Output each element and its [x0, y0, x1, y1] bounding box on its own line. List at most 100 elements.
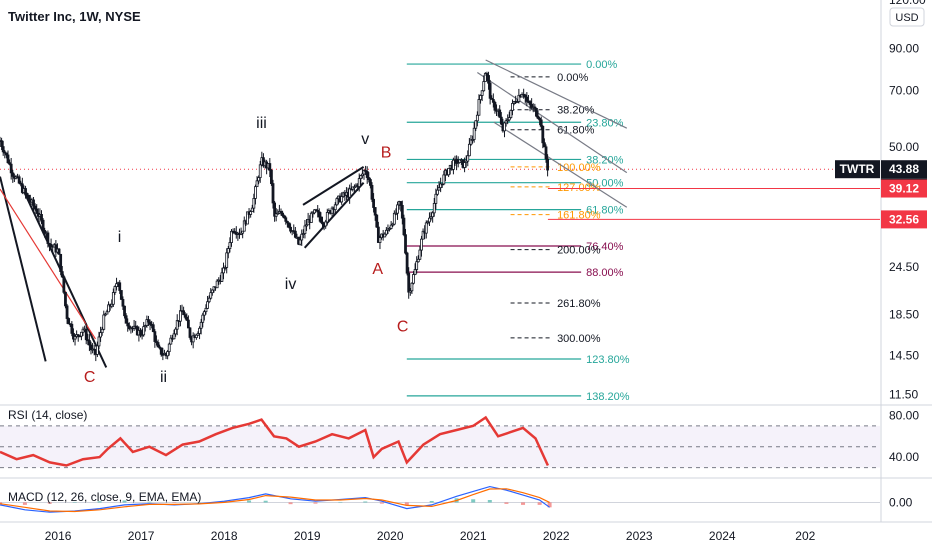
candle-body [336, 199, 338, 205]
time-axis-tick: 2022 [543, 529, 570, 543]
candle-body [208, 298, 210, 302]
candle-body [435, 194, 437, 203]
candle-body [494, 102, 496, 110]
candle-body [200, 322, 202, 328]
candle-body [379, 238, 381, 243]
candle-body [36, 209, 38, 213]
fib-extension-label: 0.00% [557, 72, 588, 84]
price-axis-tick: 24.50 [889, 260, 919, 274]
candle-body [64, 292, 66, 306]
candle-body [390, 225, 392, 228]
candle-body [416, 262, 418, 270]
candle-body [230, 231, 232, 242]
candle-body [384, 234, 386, 237]
candle-body [152, 325, 154, 332]
candle-body [210, 293, 212, 299]
candle-body [428, 218, 430, 222]
candle-body [199, 328, 201, 333]
candle-body [547, 159, 549, 170]
candle-body [511, 103, 513, 110]
currency-button[interactable]: USD [890, 8, 924, 26]
candle-body [299, 240, 301, 244]
time-axis-tick: 2018 [211, 529, 238, 543]
macd-histogram-bar [488, 500, 492, 502]
candle-body [100, 333, 102, 337]
candle-body [467, 156, 469, 161]
candle-body [406, 253, 408, 273]
price-axis-tick: 90.00 [889, 41, 919, 55]
candle-body [253, 198, 255, 208]
candle-body [256, 181, 258, 187]
candle-body [7, 155, 9, 163]
candle-body [301, 234, 303, 240]
price-axis-tick: 70.00 [889, 84, 919, 98]
candle-body [326, 212, 328, 222]
candle-body [221, 273, 223, 282]
candle-body [18, 177, 20, 183]
candle-body [420, 239, 422, 250]
candle-body [492, 99, 494, 102]
fib-retracement-label: 0.00% [586, 59, 617, 71]
candle-body [125, 316, 127, 323]
candle-body [452, 160, 454, 169]
candle-body [33, 200, 35, 206]
fib-extension-label: 61.80% [557, 125, 595, 137]
fib-extension-label: 200.00% [557, 245, 601, 257]
elliott-wave-label: iv [285, 276, 297, 293]
candle-body [119, 283, 121, 291]
candle-body [480, 95, 482, 99]
candle-body [419, 250, 421, 259]
candle-body [360, 176, 362, 179]
fib-extension-label: 127.00% [557, 182, 601, 194]
candle-body [433, 203, 435, 212]
candle-body [475, 121, 477, 128]
time-axis-tick: 202 [795, 529, 815, 543]
elliott-wave-label: A [372, 261, 383, 278]
candle-body [124, 306, 126, 316]
candle-body [341, 197, 343, 202]
candle-body [320, 217, 322, 222]
fib-extension-label: 38.20% [557, 105, 595, 117]
fib-retracement-label: 88.00% [586, 267, 624, 279]
candle-body [473, 128, 475, 139]
candle-body [448, 168, 450, 174]
candle-body [510, 110, 512, 117]
candle-body [85, 329, 87, 340]
time-axis-tick: 2023 [626, 529, 653, 543]
candle-body [366, 171, 368, 177]
candle-body [120, 290, 122, 299]
candle-body [540, 120, 542, 126]
candle-body [411, 283, 413, 291]
candle-body [425, 223, 427, 233]
candle-body [179, 311, 181, 321]
candle [120, 290, 122, 300]
candle-body [250, 212, 252, 215]
candle-body [288, 223, 290, 227]
candle-body [227, 249, 229, 253]
elliott-wave-label: B [381, 145, 392, 162]
candle-body [168, 344, 170, 352]
candle-body [175, 329, 177, 334]
candle-body [483, 82, 485, 91]
candle-body [101, 329, 103, 332]
candle-body [68, 319, 70, 324]
price-axis-tick: 11.50 [889, 387, 918, 401]
candle-body [34, 206, 36, 209]
macd-histogram-bar [264, 501, 268, 503]
candle-body [436, 190, 438, 194]
candle-body [61, 272, 63, 277]
macd-axis-tick: 0.00 [889, 495, 913, 509]
candle-body [80, 332, 82, 336]
candle-body [112, 293, 114, 305]
candle-body [270, 170, 272, 183]
candle-body [2, 147, 4, 152]
time-axis-tick: 2020 [377, 529, 404, 543]
elliott-wave-label: iii [256, 115, 267, 132]
candle-body [58, 249, 60, 254]
candle-body [468, 144, 470, 155]
candle-body [500, 117, 502, 124]
candle [510, 110, 512, 118]
candle-body [401, 205, 403, 218]
time-axis-tick: 2016 [45, 529, 72, 543]
